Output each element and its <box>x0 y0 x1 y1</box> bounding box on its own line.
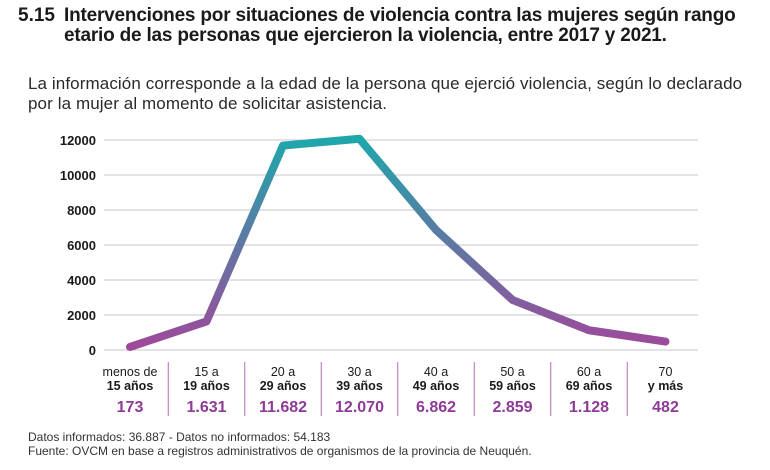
x-tick-label-line1: 60 a <box>577 365 601 379</box>
data-value-label: 11.682 <box>259 399 307 416</box>
x-tick-label-line2: 29 años <box>260 379 307 393</box>
x-tick-label-line2: 69 años <box>566 379 613 393</box>
data-value-label: 1.128 <box>569 399 609 416</box>
x-tick-label-line1: 15 a <box>194 365 218 379</box>
y-tick-label: 10000 <box>60 168 96 183</box>
y-tick-label: 12000 <box>60 133 96 148</box>
y-tick-label: 8000 <box>67 203 96 218</box>
x-tick-label-line2: 49 años <box>413 379 460 393</box>
x-tick-label-line1: 70 <box>659 365 673 379</box>
data-line-series <box>126 134 670 351</box>
chart-footer: Datos informados: 36.887 - Datos no info… <box>28 430 532 458</box>
x-tick-label-line2: 19 años <box>183 379 230 393</box>
y-tick-label: 4000 <box>67 273 96 288</box>
y-tick-label: 2000 <box>67 308 96 323</box>
x-tick-label-line2: 15 años <box>107 379 154 393</box>
x-tick-label-line2: 59 años <box>489 379 536 393</box>
x-tick-label-line1: 30 a <box>347 365 371 379</box>
data-value-label: 12.070 <box>335 399 384 416</box>
chart-subtitle: La información corresponde a la edad de … <box>28 74 743 113</box>
footer-source: Fuente: OVCM en base a registros adminis… <box>28 444 532 458</box>
footer-data-note: Datos informados: 36.887 - Datos no info… <box>28 430 331 444</box>
data-value-label: 2.859 <box>492 399 532 416</box>
x-tick-label-line2: 39 años <box>336 379 383 393</box>
data-value-label: 173 <box>117 399 144 416</box>
x-tick-label-line1: 50 a <box>500 365 524 379</box>
y-tick-label: 0 <box>89 343 96 358</box>
data-value-label: 6.862 <box>416 399 456 416</box>
chart-header: 5.15 Intervenciones por situaciones de v… <box>18 6 758 46</box>
chart-number: 5.15 <box>18 5 55 26</box>
chart-title: Intervenciones por situaciones de violen… <box>64 5 736 46</box>
x-tick-label-line2: y más <box>648 379 683 393</box>
x-tick-label-line1: 20 a <box>271 365 295 379</box>
x-tick-label-line1: 40 a <box>424 365 448 379</box>
data-value-label: 1.631 <box>186 399 226 416</box>
x-tick-label-line1: menos de <box>103 365 158 379</box>
y-tick-label: 6000 <box>67 238 96 253</box>
data-value-label: 482 <box>652 399 679 416</box>
